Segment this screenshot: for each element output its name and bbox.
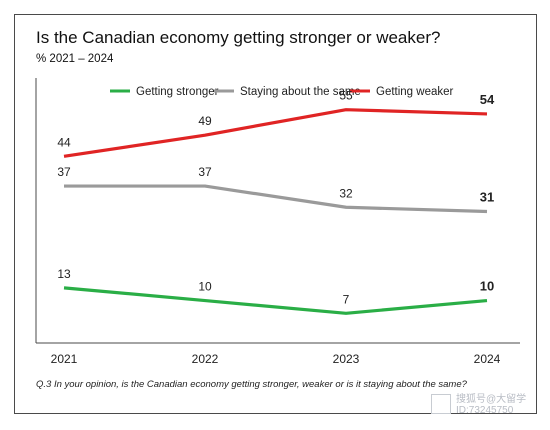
watermark-line-2: ID:73245750 xyxy=(456,405,514,416)
watermark: 搜狐号@大留学 ID:73245750 xyxy=(456,394,526,416)
footnote: Q.3 In your opinion, is the Canadian eco… xyxy=(36,379,467,390)
series-line-1 xyxy=(64,184,488,214)
data-label-2-1: 49 xyxy=(198,114,212,128)
x-tick-label-2021: 2021 xyxy=(51,352,78,366)
data-label-0-0: 13 xyxy=(57,267,71,281)
legend: Getting stronger Staying about the same Ge… xyxy=(110,86,454,98)
data-label-2-3: 54 xyxy=(480,92,495,107)
legend-label-1: Staying about the same xyxy=(240,86,361,98)
data-label-0-2: 7 xyxy=(343,292,350,306)
data-label-2-0: 44 xyxy=(57,135,71,149)
data-label-0-1: 10 xyxy=(198,280,212,294)
x-tick-label-2023: 2023 xyxy=(333,352,360,366)
watermark-line-1: 搜狐号@大留学 xyxy=(456,394,527,405)
data-label-1-1: 37 xyxy=(198,165,212,179)
series-line-0 xyxy=(63,286,488,315)
x-tick-label-2022: 2022 xyxy=(192,352,219,366)
x-tick-label-2024: 2024 xyxy=(474,352,501,366)
series-line-2 xyxy=(63,108,488,158)
data-label-2-2: 55 xyxy=(339,89,353,103)
data-label-1-3: 31 xyxy=(480,190,494,205)
watermark-logo-icon xyxy=(431,394,451,414)
data-label-1-2: 32 xyxy=(339,186,353,200)
chart-title: Is the Canadian economy getting stronger… xyxy=(36,28,441,47)
series-layer: 13 10 7 10 37 37 32 31 44 49 55 54 xyxy=(57,89,495,315)
data-label-1-0: 37 xyxy=(57,165,71,179)
chart-frame xyxy=(14,14,537,414)
data-label-0-3: 10 xyxy=(480,279,494,294)
legend-label-0: Getting stronger xyxy=(136,86,219,98)
chart-subtitle: % 2021 – 2024 xyxy=(36,53,114,65)
legend-label-2: Getting weaker xyxy=(376,86,454,98)
x-tick-labels: 2021 2022 2023 2024 xyxy=(51,352,501,366)
